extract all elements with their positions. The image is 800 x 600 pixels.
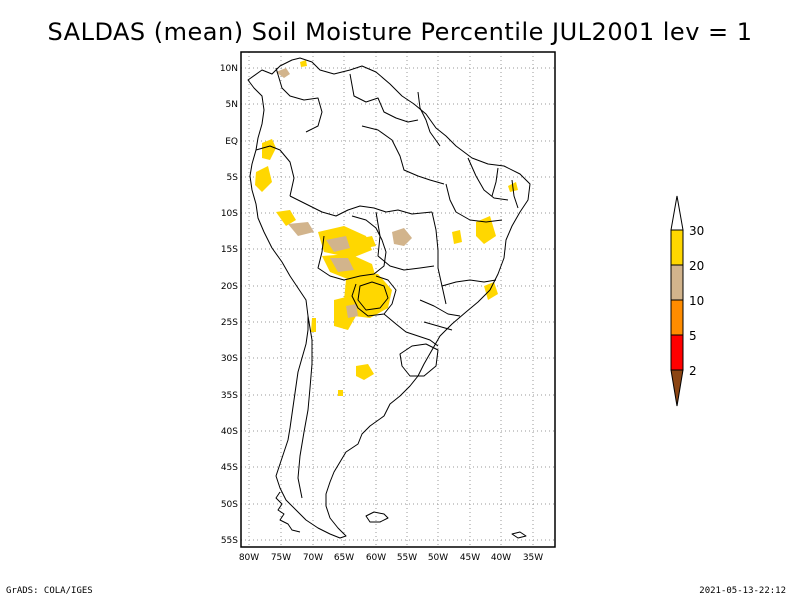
shade-brazil-west (362, 236, 376, 248)
falkland-islands (365, 511, 389, 523)
colorbar-legend (670, 195, 684, 407)
colorbar-top-triangle (670, 195, 684, 231)
shade-bolivia-tan (326, 236, 350, 252)
border-argentina-brazil (383, 313, 439, 347)
plot-frame (240, 51, 556, 548)
lat-label: 10N (220, 64, 238, 74)
colorbar-5 (670, 334, 684, 371)
colorbar-bottom-triangle (670, 369, 684, 407)
colorbar-label: 5 (689, 329, 697, 343)
shade-venezuela (300, 60, 307, 67)
coastlines-borders (247, 57, 531, 539)
state-brazil-11 (511, 179, 519, 209)
colorbar-label: 20 (689, 259, 704, 273)
lon-label: 55W (397, 553, 417, 563)
longitude-labels: 80W 75W 70W 65W 60W 55W 50W 45W 40W 35W (239, 553, 543, 563)
shade-brazil-goias (452, 230, 462, 244)
colorbar-label: 2 (689, 364, 697, 378)
lon-label: 35W (523, 553, 543, 563)
colorbar-30 (670, 229, 684, 266)
lat-label: EQ (225, 137, 238, 147)
state-brazil-9 (417, 91, 441, 147)
lat-label: 25S (221, 318, 238, 328)
pantanal-outline (357, 281, 389, 311)
shade-argentina-central (356, 364, 374, 380)
shade-brazil-minas (484, 282, 498, 300)
lat-label: 10S (221, 209, 238, 219)
shade-ecuador (262, 139, 276, 160)
lon-label: 50W (428, 553, 448, 563)
state-brazil-6 (441, 279, 497, 287)
border-colombia-venezuela (275, 67, 323, 133)
lat-label: 20S (221, 282, 238, 292)
colorbar-label: 10 (689, 294, 704, 308)
state-brazil-5 (467, 157, 509, 201)
page-title: SALDAS (mean) Soil Moisture Percentile J… (47, 18, 753, 46)
lon-label: 80W (239, 553, 259, 563)
lon-label: 40W (491, 553, 511, 563)
south-america-outline (247, 57, 531, 539)
chile-fjords (275, 491, 301, 533)
shade-peru-central (276, 210, 296, 226)
colorbar-label: 30 (689, 224, 704, 238)
lon-label: 60W (366, 553, 386, 563)
border-guyanas (349, 73, 419, 123)
state-brazil-10 (491, 167, 499, 197)
lat-label: 45S (221, 463, 238, 473)
lon-label: 70W (303, 553, 323, 563)
lat-label: 5N (226, 100, 238, 110)
shade-brazil-matogrosso (392, 228, 412, 246)
lon-label: 45W (460, 553, 480, 563)
border-ecuador-peru (255, 145, 295, 197)
shade-peru-south (288, 222, 314, 236)
shade-argentina-north (334, 296, 356, 330)
state-brazil-8 (423, 321, 453, 331)
lat-label: 15S (221, 245, 238, 255)
lat-label: 35S (221, 391, 238, 401)
footer-timestamp: 2021-05-13-22:12 (699, 586, 786, 596)
gridlines (241, 52, 555, 547)
shade-colombia-north (276, 68, 290, 78)
lat-label: 5S (227, 173, 239, 183)
border-brazil-west (289, 195, 433, 217)
shade-argentina-tan (346, 304, 358, 318)
lat-label: 30S (221, 354, 238, 364)
border-uruguay (399, 343, 439, 377)
lat-label: 50S (221, 500, 238, 510)
lat-label: 55S (221, 536, 238, 546)
state-brazil-1 (361, 125, 445, 185)
shade-brazil-bahia (476, 216, 496, 244)
colorbar-20 (670, 264, 684, 301)
state-brazil-7 (419, 299, 461, 317)
state-brazil-3 (431, 211, 447, 305)
latitude-labels: 10N 5N EQ 5S 10S 15S 20S 25S 30S 35S 40S… (220, 64, 238, 546)
border-argentina-chile (297, 315, 313, 499)
border-bolivia (317, 215, 387, 281)
percentile-shading (255, 60, 518, 396)
south-georgia (511, 531, 527, 539)
footer-credit: GrADS: COLA/IGES (6, 586, 93, 596)
lon-label: 75W (271, 553, 291, 563)
shade-chile-north (311, 318, 316, 332)
colorbar-labels: 2 5 10 20 30 (689, 224, 704, 378)
shade-argentina-small (338, 390, 343, 396)
shade-peru-north (255, 166, 272, 192)
state-brazil-2 (375, 211, 435, 271)
colorbar-10 (670, 299, 684, 336)
lon-label: 65W (334, 553, 354, 563)
state-brazil-4 (445, 183, 503, 223)
shade-bolivia-tan-south (330, 258, 354, 272)
lat-label: 40S (221, 427, 238, 437)
